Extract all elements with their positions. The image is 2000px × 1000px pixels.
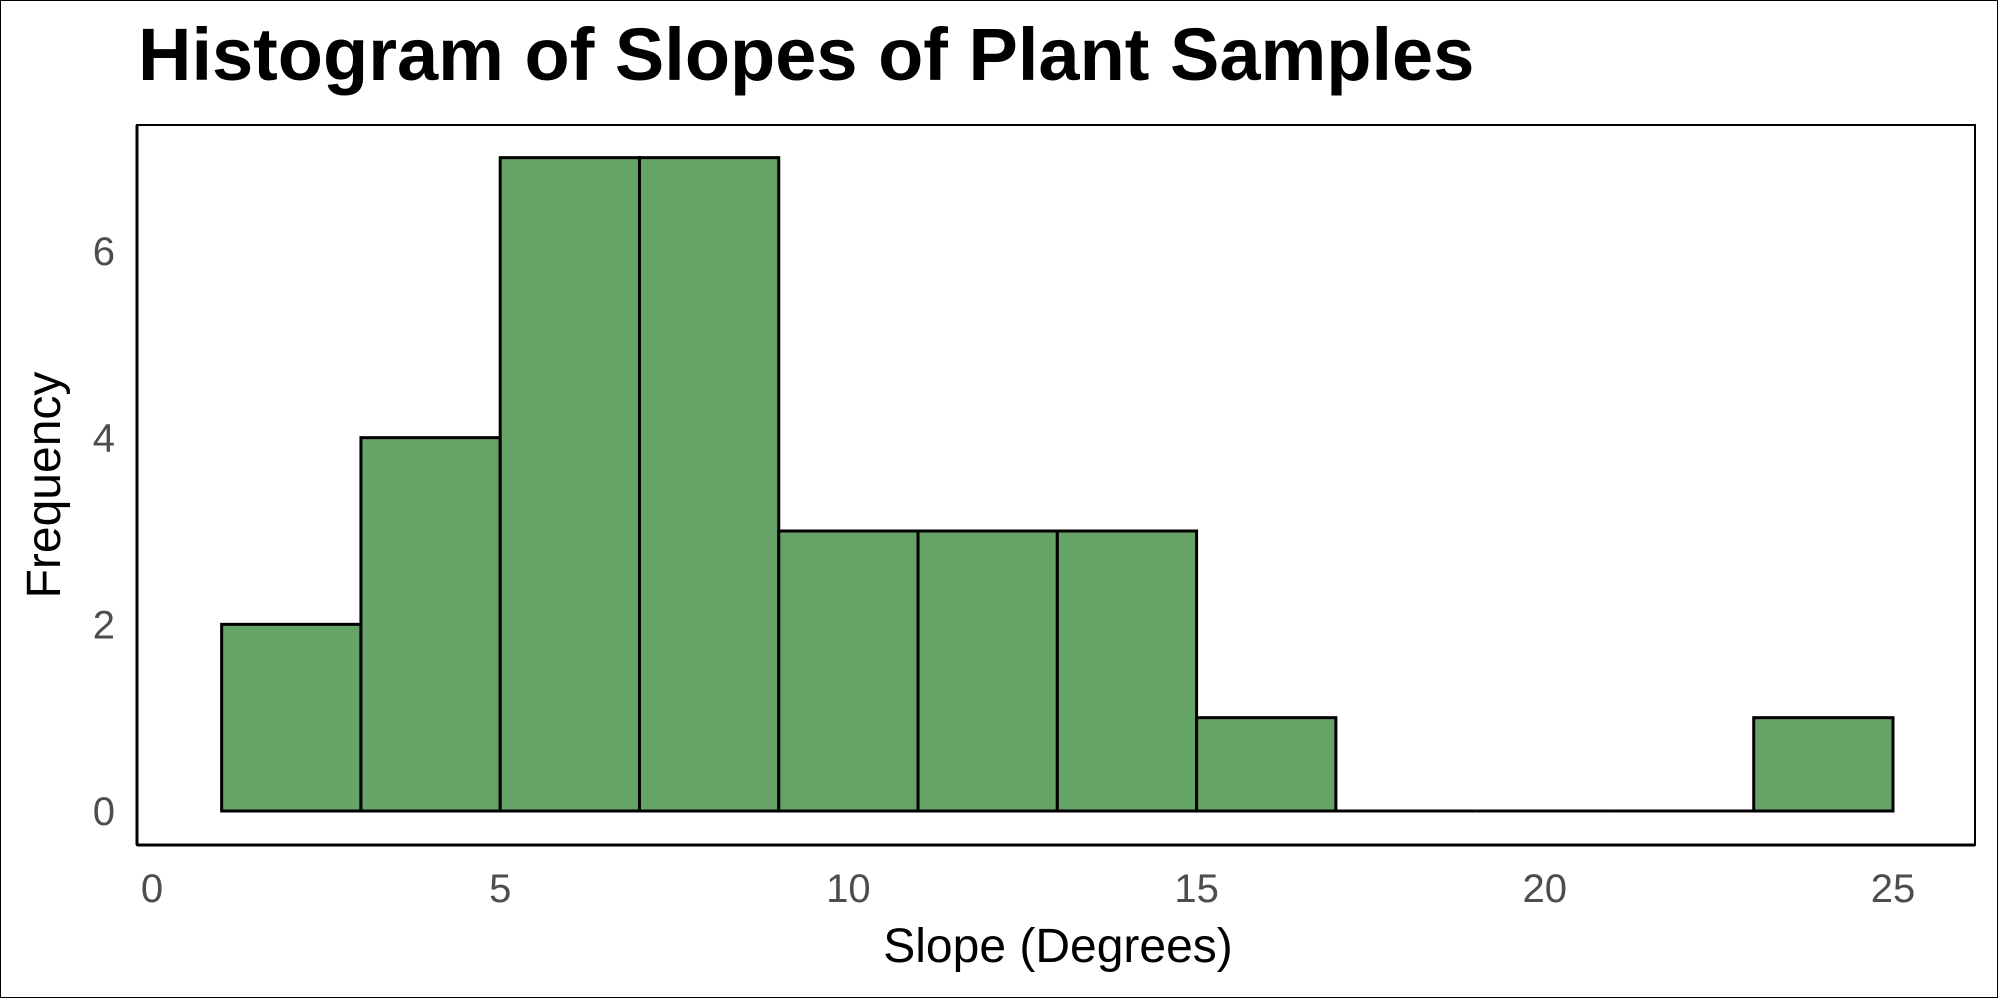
x-tick-label: 0	[141, 867, 163, 911]
histogram-bar	[359, 436, 502, 813]
histogram-bar	[1752, 716, 1895, 813]
histogram-bar	[637, 156, 781, 813]
x-tick-label: 10	[826, 867, 871, 911]
y-tick-label: 6	[93, 230, 115, 274]
x-axis-label: Slope (Degrees)	[883, 920, 1233, 973]
x-tick-label: 15	[1174, 867, 1219, 911]
x-tick-label: 20	[1523, 867, 1568, 911]
histogram-bar	[1195, 716, 1338, 813]
histogram-bar	[498, 156, 641, 813]
y-tick-label: 2	[93, 603, 115, 647]
histogram-bar	[1055, 529, 1199, 813]
y-tick-label: 0	[93, 790, 115, 834]
y-axis: 0 2 4 6	[93, 125, 139, 845]
x-tick-label: 25	[1871, 867, 1916, 911]
histogram-bar	[220, 622, 363, 813]
histogram-bars	[220, 156, 1895, 813]
chart-title: Histogram of Slopes of Plant Samples	[138, 13, 1474, 96]
x-axis: 0 5 10 15 20 25	[137, 843, 1975, 911]
histogram-bar	[916, 529, 1059, 813]
y-tick-label: 4	[93, 417, 115, 461]
y-axis-label: Frequency	[18, 372, 71, 599]
histogram-bar	[777, 529, 920, 813]
x-tick-label: 5	[489, 867, 511, 911]
